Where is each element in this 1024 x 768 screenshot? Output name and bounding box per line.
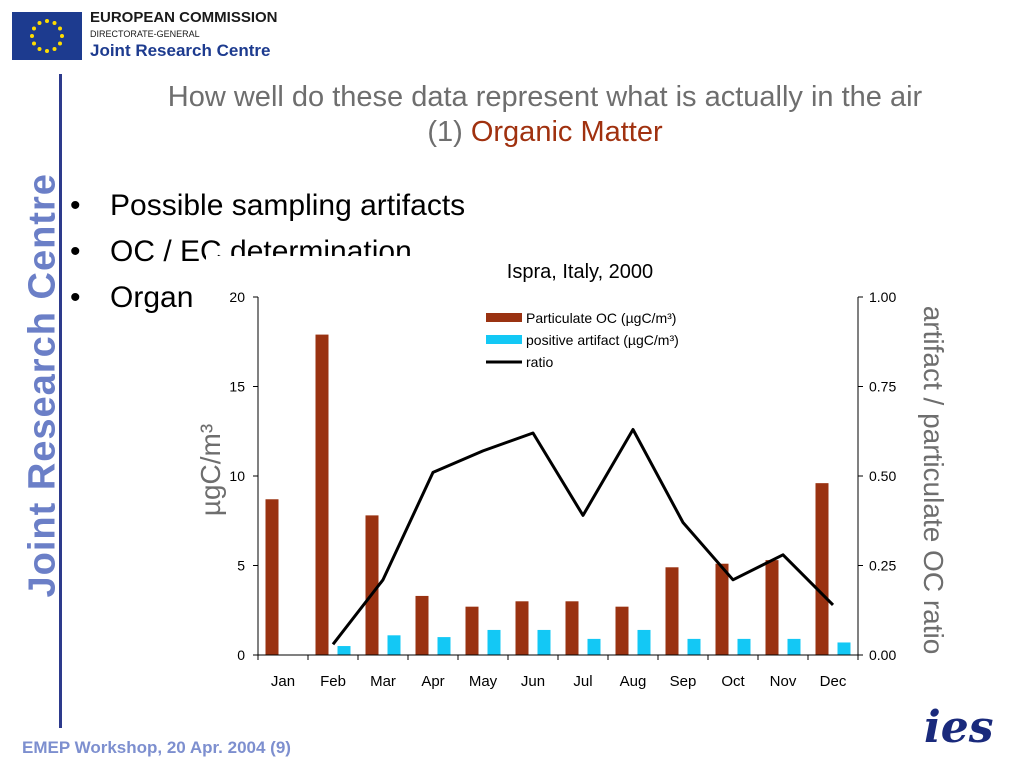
y-right-tick-label: 0.75 [869, 379, 896, 395]
x-tick-label: Dec [820, 673, 847, 690]
org-line-3: Joint Research Centre [90, 41, 271, 60]
bar-oc-oct [715, 563, 729, 655]
chart-title-backdrop [206, 256, 712, 286]
x-tick-label: Sep [670, 673, 697, 690]
bar-artifact-aug [637, 629, 651, 655]
org-line-1: EUROPEAN COMMISSION [90, 9, 278, 26]
ies-logo: ies [924, 702, 994, 753]
legend: Particulate OC (µgC/m³) positive artifac… [486, 310, 679, 370]
x-tick-label: Apr [421, 673, 444, 690]
bar-artifact-oct [737, 638, 751, 655]
bar-oc-may [465, 606, 479, 655]
tick-labels-group: Jan Feb Mar Apr May Jun Jul Aug Sep Oct Nov Dec 0 5 10… [229, 289, 896, 690]
bar-artifact-sep [687, 638, 701, 655]
bar-artifact-nov [787, 638, 801, 655]
bar-oc-feb [315, 334, 329, 655]
bar-oc-aug [615, 606, 629, 655]
legend-label-oc: Particulate OC (µgC/m³) [526, 310, 676, 326]
bar-artifact-may [487, 629, 501, 655]
y-axis-left-label: µgC/m³ [195, 424, 226, 516]
legend-label-ratio: ratio [526, 354, 553, 370]
y-right-tick-label: 1.00 [869, 289, 896, 305]
ratio-line-group [331, 428, 835, 646]
legend-swatch-oc [486, 313, 522, 322]
bar-oc-jul [565, 601, 579, 655]
y-left-tick-label: 5 [237, 558, 245, 574]
bar-artifact-mar [387, 635, 401, 655]
slide-title: How well do these data represent what is… [80, 80, 1010, 150]
bullet-item: Organ [70, 280, 465, 326]
title-line-1: How well do these data represent what is… [167, 81, 923, 113]
y-left-tick-label: 10 [229, 468, 245, 484]
bar-artifact-apr [437, 637, 451, 655]
side-divider-line [59, 74, 62, 728]
x-tick-label: Feb [320, 673, 346, 690]
y-left-tick-label: 15 [229, 379, 245, 395]
x-tick-label: Jan [271, 673, 295, 690]
bar-oc-dec [815, 483, 829, 655]
y-right-tick-label: 0.00 [869, 647, 896, 663]
legend-label-artifact: positive artifact (µgC/m³) [526, 332, 679, 348]
x-tick-label: Jun [521, 673, 545, 690]
eu-flag-logo [12, 12, 82, 60]
ratio-line [331, 428, 835, 646]
x-tick-label: Mar [370, 673, 396, 690]
axes-group [253, 296, 863, 660]
bar-oc-jan [265, 499, 279, 655]
bar-artifact-dec [837, 642, 851, 655]
bar-oc-jun [515, 601, 529, 655]
y-axis-right-label: artifact / particulate OC ratio [918, 306, 949, 655]
bar-oc-apr [415, 595, 429, 655]
y-right-tick-label: 0.25 [869, 558, 896, 574]
y-left-tick-label: 0 [237, 647, 245, 663]
y-right-tick-label: 0.50 [869, 468, 896, 484]
legend-swatch-artifact [486, 335, 522, 344]
bar-artifact-jul [587, 638, 601, 655]
title-prefix: (1) [427, 115, 471, 148]
bar-oc-sep [665, 567, 679, 655]
bar-artifact-jun [537, 629, 551, 655]
organization-name: EUROPEAN COMMISSION DIRECTORATE-GENERAL … [90, 10, 278, 59]
org-line-2: DIRECTORATE-GENERAL [90, 29, 200, 39]
bar-oc-mar [365, 515, 379, 655]
x-tick-label: Aug [620, 673, 647, 690]
title-accent: Organic Matter [470, 115, 663, 148]
x-tick-label: Oct [721, 673, 745, 690]
x-tick-label: Nov [770, 673, 797, 690]
chart-title: Ispra, Italy, 2000 [507, 261, 653, 283]
x-tick-label: Jul [573, 673, 592, 690]
bars-group [265, 334, 851, 655]
title-line-2: (1) Organic Matter [80, 115, 1010, 150]
x-tick-label: May [469, 673, 498, 690]
bar-artifact-feb [337, 646, 351, 655]
footer-text: EMEP Workshop, 20 Apr. 2004 (9) [22, 738, 291, 757]
y-left-tick-label: 20 [229, 289, 245, 305]
bar-oc-nov [765, 560, 779, 655]
bullet-item: Possible sampling artifacts [70, 188, 465, 234]
